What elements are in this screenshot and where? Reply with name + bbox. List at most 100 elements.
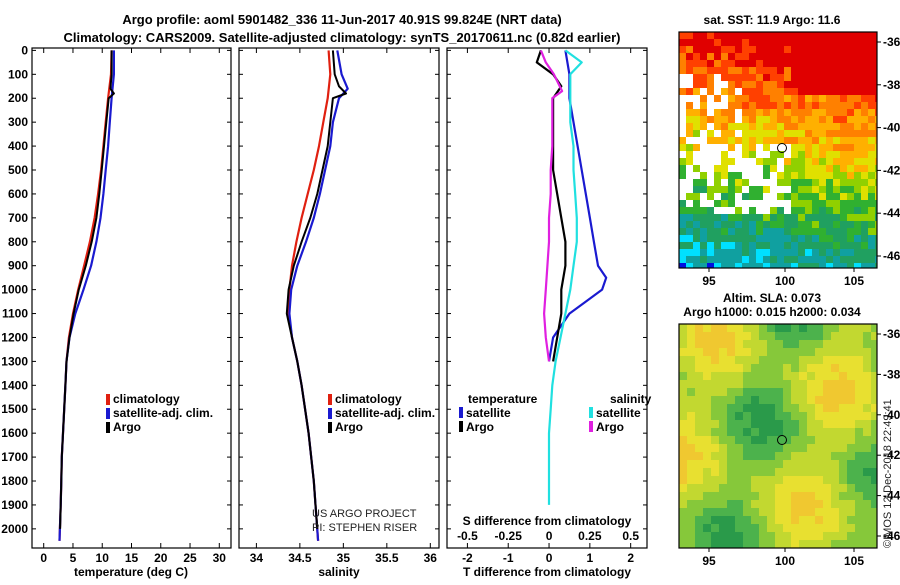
map-cell [798, 32, 806, 40]
map-cell [703, 324, 712, 333]
map-cell [756, 116, 764, 124]
map-cell [863, 332, 872, 341]
map-cell [679, 116, 687, 124]
map-cell [812, 123, 820, 131]
map-cell [707, 39, 715, 47]
map-cell [815, 476, 824, 485]
map-cell [847, 356, 856, 365]
map-cell [798, 144, 806, 152]
map-cell [791, 53, 799, 61]
map-cell [833, 207, 841, 215]
map-cell [868, 179, 876, 187]
map-cell [700, 172, 708, 180]
map-cell [855, 492, 864, 501]
map-cell [815, 500, 824, 509]
map-cell [826, 32, 834, 40]
map-cell [742, 95, 750, 103]
map-cell [783, 428, 792, 437]
map-cell [749, 249, 757, 257]
map-cell [695, 428, 704, 437]
map-cell [687, 444, 696, 453]
map-cell [861, 165, 869, 173]
map-cell [735, 46, 743, 54]
map-cell [839, 364, 848, 373]
map-cell [812, 81, 820, 89]
map-cell [679, 172, 687, 180]
map-cell [728, 172, 736, 180]
map-cell [686, 81, 694, 89]
map-cell [751, 436, 760, 445]
map-cell [751, 444, 760, 453]
map-cell [854, 263, 862, 271]
map-cell [812, 53, 820, 61]
map-cell [687, 324, 696, 333]
map-cell [767, 532, 776, 541]
map-cell [735, 460, 744, 469]
map-cell [798, 242, 806, 250]
map-cell [854, 165, 862, 173]
map-cell [815, 484, 824, 493]
map-cell [833, 137, 841, 145]
map-cell [700, 186, 708, 194]
map-cell [799, 420, 808, 429]
map-cell [693, 137, 701, 145]
map-cell [855, 372, 864, 381]
map-cell [735, 388, 744, 397]
map-cell [751, 364, 760, 373]
map-cell [815, 380, 824, 389]
map-cell [783, 508, 792, 517]
map-cell [855, 532, 864, 541]
map-cell [784, 172, 792, 180]
map-cell [854, 116, 862, 124]
map-cell [707, 179, 715, 187]
map-cell [700, 214, 708, 222]
map-cell [777, 186, 785, 194]
x-tick-label: 5 [70, 551, 77, 565]
series-line-temperature-satellite [547, 50, 608, 362]
map-cell [693, 116, 701, 124]
map-cell [679, 263, 687, 271]
map-cell [686, 158, 694, 166]
map-cell [833, 39, 841, 47]
map-cell [763, 263, 771, 271]
map-cell [847, 200, 855, 208]
map-cell [714, 256, 722, 264]
map-cell [783, 492, 792, 501]
map-cell [749, 60, 757, 68]
map-cell [807, 540, 816, 549]
map-cell [783, 516, 792, 525]
map-cell [855, 444, 864, 453]
map-cell [693, 74, 701, 82]
map-cell [714, 214, 722, 222]
map-cell [854, 130, 862, 138]
map-cell [727, 484, 736, 493]
map-cell [815, 444, 824, 453]
map-cell [807, 516, 816, 525]
map-cell [833, 95, 841, 103]
map-cell [847, 476, 856, 485]
map-cell [775, 332, 784, 341]
map-cell [798, 151, 806, 159]
map-cell [791, 372, 800, 381]
map-cell [833, 109, 841, 117]
map-cell [687, 332, 696, 341]
map-cell [812, 242, 820, 250]
map-cell [695, 396, 704, 405]
map-cell [833, 165, 841, 173]
map-cell [679, 444, 688, 453]
map-cell [721, 53, 729, 61]
map-cell [805, 109, 813, 117]
map-cell [742, 228, 750, 236]
map-cell [719, 332, 728, 341]
map-cell [775, 484, 784, 493]
map-cell [751, 412, 760, 421]
map-cell [728, 214, 736, 222]
map-cell [721, 81, 729, 89]
legend-label-argo: Argo [335, 420, 363, 434]
map-cell [839, 468, 848, 477]
map-cell [807, 476, 816, 485]
map-cell [735, 109, 743, 117]
credit-pi: PI: STEPHEN RISER [312, 522, 417, 534]
map-cell [693, 200, 701, 208]
map-cell [686, 39, 694, 47]
